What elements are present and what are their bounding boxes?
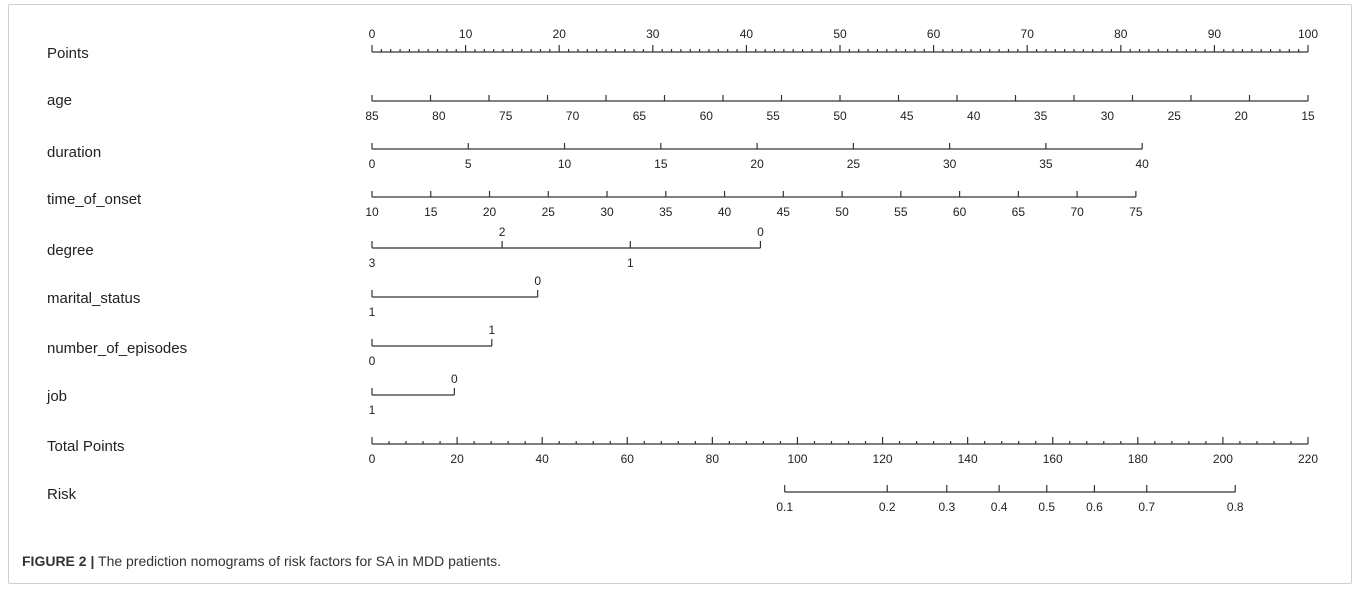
tick-label-duration: 5: [465, 157, 472, 171]
tick-label-points: 10: [459, 27, 473, 41]
tick-label-time-of-onset: 60: [953, 205, 967, 219]
tick-label-duration: 10: [558, 157, 572, 171]
tick-label-time-of-onset: 75: [1129, 205, 1143, 219]
row-label-age: age: [47, 92, 72, 109]
tick-label-total-points: 80: [706, 452, 720, 466]
tick-label-age: 25: [1168, 109, 1182, 123]
tick-label-risk: 0.1: [776, 500, 793, 514]
tick-label-degree: 2: [499, 225, 506, 239]
tick-label-age: 20: [1234, 109, 1248, 123]
tick-label-duration: 20: [750, 157, 764, 171]
tick-label-time-of-onset: 65: [1012, 205, 1026, 219]
tick-label-duration: 0: [369, 157, 376, 171]
tick-label-risk: 0.5: [1038, 500, 1055, 514]
tick-label-age: 50: [833, 109, 847, 123]
tick-label-degree: 1: [627, 256, 634, 270]
tick-label-total-points: 180: [1128, 452, 1148, 466]
tick-label-age: 35: [1034, 109, 1048, 123]
tick-label-points: 20: [553, 27, 567, 41]
tick-label-age: 60: [700, 109, 714, 123]
tick-label-total-points: 60: [621, 452, 635, 466]
tick-label-total-points: 100: [787, 452, 807, 466]
tick-label-points: 30: [646, 27, 660, 41]
tick-label-points: 40: [740, 27, 754, 41]
row-label-total-points: Total Points: [47, 438, 125, 455]
tick-label-total-points: 160: [1043, 452, 1063, 466]
tick-label-total-points: 20: [450, 452, 464, 466]
tick-label-age: 15: [1301, 109, 1315, 123]
tick-label-number-of-episodes: 0: [369, 354, 376, 368]
tick-label-degree: 3: [369, 256, 376, 270]
tick-label-age: 65: [633, 109, 647, 123]
tick-label-duration: 40: [1136, 157, 1150, 171]
tick-label-degree: 0: [757, 225, 764, 239]
row-label-duration: duration: [47, 144, 101, 161]
tick-label-time-of-onset: 20: [483, 205, 497, 219]
tick-label-total-points: 140: [958, 452, 978, 466]
tick-label-risk: 0.7: [1138, 500, 1155, 514]
tick-label-risk: 0.2: [879, 500, 896, 514]
tick-label-job: 1: [369, 403, 376, 417]
tick-label-risk: 0.8: [1227, 500, 1244, 514]
figure-frame: [8, 4, 1352, 584]
tick-label-time-of-onset: 25: [542, 205, 556, 219]
tick-label-points: 90: [1208, 27, 1222, 41]
tick-label-marital-status: 1: [369, 305, 376, 319]
tick-label-points: 100: [1298, 27, 1318, 41]
tick-label-time-of-onset: 70: [1070, 205, 1084, 219]
tick-label-risk: 0.4: [991, 500, 1008, 514]
row-label-degree: degree: [47, 242, 94, 259]
tick-label-risk: 0.6: [1086, 500, 1103, 514]
tick-label-duration: 15: [654, 157, 668, 171]
tick-label-points: 0: [369, 27, 376, 41]
tick-label-age: 30: [1101, 109, 1115, 123]
tick-label-points: 80: [1114, 27, 1128, 41]
row-label-points: Points: [47, 45, 89, 62]
tick-label-total-points: 40: [536, 452, 550, 466]
tick-label-job: 0: [451, 372, 458, 386]
tick-label-time-of-onset: 30: [600, 205, 614, 219]
row-label-risk: Risk: [47, 486, 77, 503]
tick-label-time-of-onset: 10: [365, 205, 379, 219]
tick-label-duration: 30: [943, 157, 957, 171]
figure-caption: FIGURE 2 | The prediction nomograms of r…: [22, 553, 501, 569]
tick-label-time-of-onset: 45: [777, 205, 791, 219]
tick-label-age: 75: [499, 109, 513, 123]
tick-label-points: 60: [927, 27, 941, 41]
row-label-marital-status: marital_status: [47, 290, 140, 307]
tick-label-age: 80: [432, 109, 446, 123]
tick-label-number-of-episodes: 1: [488, 323, 495, 337]
tick-label-time-of-onset: 35: [659, 205, 673, 219]
row-label-number-of-episodes: number_of_episodes: [47, 340, 187, 357]
tick-label-duration: 25: [847, 157, 861, 171]
tick-label-time-of-onset: 55: [894, 205, 908, 219]
tick-label-marital-status: 0: [534, 274, 541, 288]
row-label-job: job: [46, 388, 67, 405]
tick-label-time-of-onset: 40: [718, 205, 732, 219]
tick-label-age: 45: [900, 109, 914, 123]
figure-label: FIGURE 2 |: [22, 553, 95, 569]
tick-label-time-of-onset: 50: [835, 205, 849, 219]
tick-label-duration: 35: [1039, 157, 1053, 171]
tick-label-total-points: 0: [369, 452, 376, 466]
caption-text: The prediction nomograms of risk factors…: [94, 553, 502, 569]
tick-label-age: 40: [967, 109, 981, 123]
row-label-time-of-onset: time_of_onset: [47, 191, 142, 208]
tick-label-points: 50: [833, 27, 847, 41]
tick-label-age: 85: [365, 109, 379, 123]
tick-label-time-of-onset: 15: [424, 205, 438, 219]
tick-label-age: 55: [766, 109, 780, 123]
tick-label-total-points: 200: [1213, 452, 1233, 466]
tick-label-total-points: 120: [873, 452, 893, 466]
tick-label-age: 70: [566, 109, 580, 123]
tick-label-total-points: 220: [1298, 452, 1318, 466]
tick-label-risk: 0.3: [938, 500, 955, 514]
tick-label-points: 70: [1021, 27, 1035, 41]
